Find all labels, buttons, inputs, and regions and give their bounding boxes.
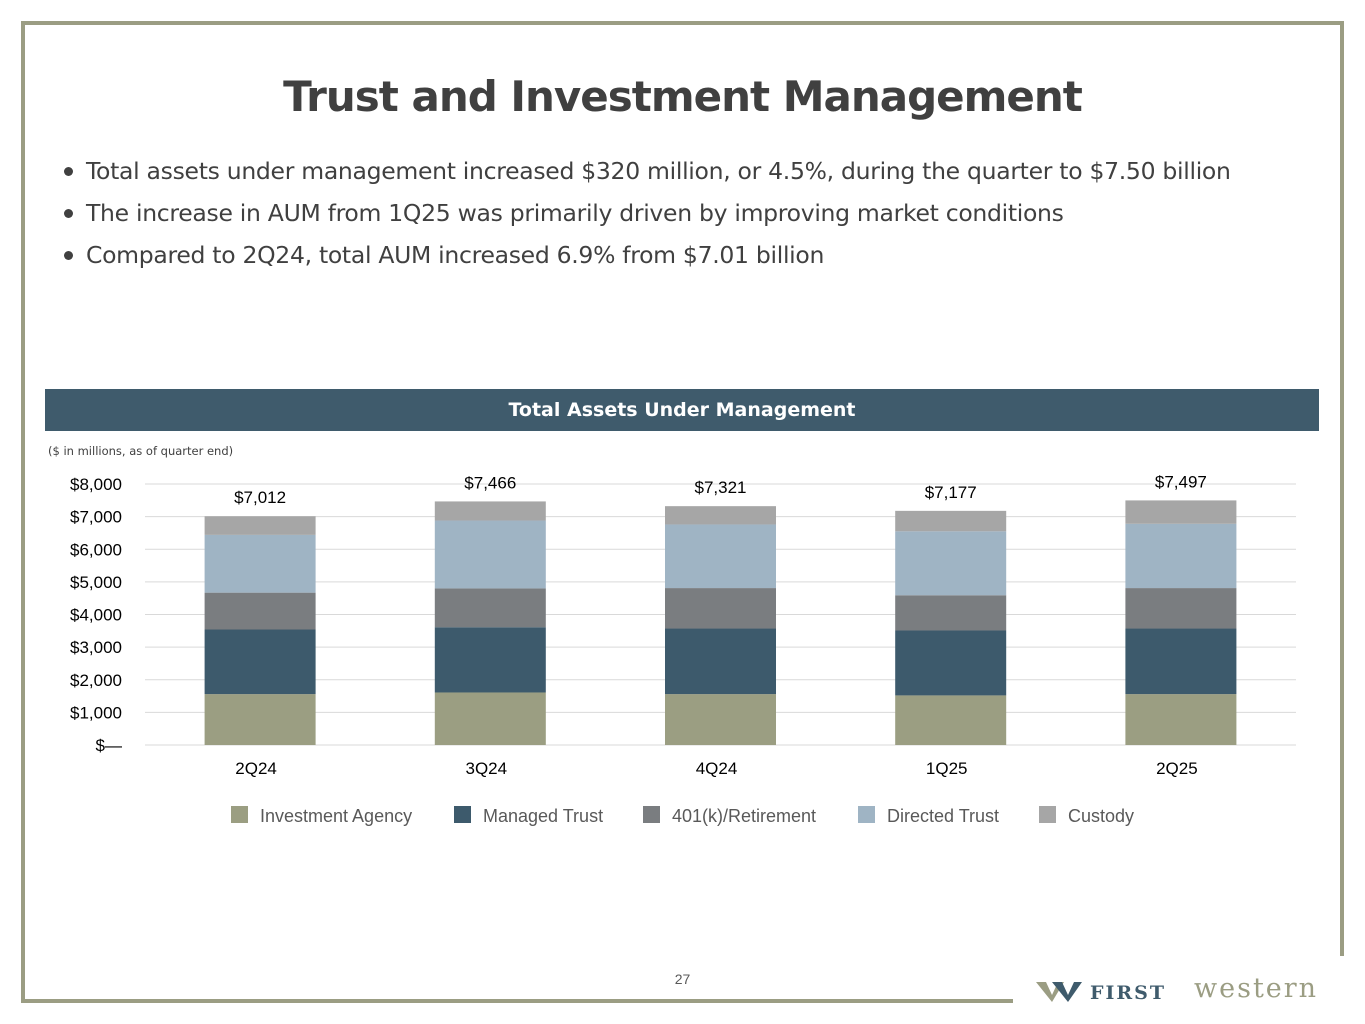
bar-segment-managed-trust <box>434 627 546 693</box>
x-tick-label: 4Q24 <box>696 759 738 778</box>
legend-item: Managed Trust <box>454 806 603 826</box>
aum-stacked-bar-chart: $— $1,000 $2,000 $3,000 $4,000 $5,000 $6,000 $7… <box>70 472 1296 826</box>
x-tick-label: 1Q25 <box>926 759 968 778</box>
y-tick-label: $3,000 <box>70 638 122 657</box>
bar-segment-investment-agency <box>204 694 316 745</box>
bullet-text: Total assets under management increased … <box>86 157 1231 185</box>
chart-bars <box>204 500 1237 745</box>
legend-swatch <box>1039 806 1056 823</box>
chart-total-labels: $7,012 $7,466 $7,321 $7,177 $7,497 <box>234 472 1207 507</box>
bar-segment-investment-agency <box>434 692 546 745</box>
slide-frame-bottom <box>21 999 1013 1003</box>
legend-label: Directed Trust <box>887 806 999 826</box>
bar-segment-managed-trust <box>1125 628 1237 695</box>
bullet-item: Compared to 2Q24, total AUM increased 6.… <box>62 236 1231 278</box>
bar-segment-401-k-retirement <box>1125 588 1237 629</box>
bullet-dot-icon <box>64 251 73 260</box>
y-tick-label: $8,000 <box>70 475 122 494</box>
bar-segment-custody <box>204 516 316 535</box>
bar-segment-401-k-retirement <box>204 592 316 630</box>
legend-label: Managed Trust <box>483 806 603 826</box>
logo-word-first: FIRST <box>1090 982 1167 1004</box>
slide-title: Trust and Investment Management <box>283 72 1083 121</box>
bar-segment-investment-agency <box>665 694 776 745</box>
legend-swatch <box>858 806 875 823</box>
bar-segment-investment-agency <box>1125 694 1237 745</box>
legend-label: Custody <box>1068 806 1134 826</box>
legend-item: Directed Trust <box>858 806 999 826</box>
legend-item: 401(k)/Retirement <box>643 806 816 826</box>
bar-segment-managed-trust <box>665 628 776 695</box>
bar-segment-custody <box>1125 500 1237 524</box>
bullet-item: The increase in AUM from 1Q25 was primar… <box>62 194 1231 236</box>
bar-segment-401-k-retirement <box>434 588 546 628</box>
bar-segment-custody <box>434 501 546 521</box>
slide-frame-right <box>1340 21 1344 956</box>
legend-item: Investment Agency <box>231 806 412 826</box>
slide-frame-left <box>21 21 25 1003</box>
legend-swatch <box>643 806 660 823</box>
legend-swatch <box>231 806 248 823</box>
bullet-text: The increase in AUM from 1Q25 was primar… <box>86 199 1064 227</box>
bullet-item: Total assets under management increased … <box>62 152 1231 194</box>
y-tick-label: $5,000 <box>70 573 122 592</box>
chart-header-band: Total Assets Under Management <box>45 389 1319 431</box>
bullet-dot-icon <box>64 167 73 176</box>
bar-segment-directed-trust <box>895 531 1007 596</box>
y-tick-label: $— <box>96 736 122 755</box>
bar-total-label: $7,321 <box>695 478 747 497</box>
chart-note: ($ in millions, as of quarter end) <box>48 444 234 458</box>
bar-total-label: $7,177 <box>925 483 977 502</box>
y-tick-label: $7,000 <box>70 508 122 527</box>
bar-total-label: $7,497 <box>1155 472 1207 491</box>
chart-y-axis: $— $1,000 $2,000 $3,000 $4,000 $5,000 $6,000 $7… <box>70 475 122 755</box>
logo-w-mark-icon <box>1036 982 1082 1002</box>
bar-segment-directed-trust <box>204 534 316 593</box>
legend-item: Custody <box>1039 806 1134 826</box>
bar-segment-managed-trust <box>895 630 1007 696</box>
y-tick-label: $2,000 <box>70 671 122 690</box>
bullet-dot-icon <box>64 209 73 218</box>
legend-label: 401(k)/Retirement <box>672 806 816 826</box>
y-tick-label: $4,000 <box>70 606 122 625</box>
bar-segment-custody <box>665 506 776 525</box>
bar-segment-investment-agency <box>895 695 1007 745</box>
chart-x-axis: 2Q24 3Q24 4Q24 1Q25 2Q25 <box>235 759 1197 778</box>
legend-swatch <box>454 806 471 823</box>
first-western-logo: FIRST western <box>1036 973 1346 1008</box>
bullet-list: Total assets under management increased … <box>62 152 1231 278</box>
y-tick-label: $1,000 <box>70 703 122 722</box>
page-number: 27 <box>674 971 691 987</box>
chart-legend: Investment Agency Managed Trust 401(k)/Ret… <box>231 806 1134 826</box>
bullet-text: Compared to 2Q24, total AUM increased 6.… <box>86 241 825 269</box>
bar-total-label: $7,012 <box>234 488 286 507</box>
x-tick-label: 3Q24 <box>466 759 508 778</box>
bar-total-label: $7,466 <box>464 473 516 492</box>
logo-word-western: western <box>1194 973 1319 1004</box>
bar-segment-401-k-retirement <box>665 588 776 629</box>
bar-segment-directed-trust <box>665 524 776 589</box>
slide-frame-top <box>22 21 1344 25</box>
x-tick-label: 2Q24 <box>235 759 277 778</box>
bar-segment-401-k-retirement <box>895 595 1007 631</box>
x-tick-label: 2Q25 <box>1156 759 1198 778</box>
bar-segment-managed-trust <box>204 629 316 695</box>
bar-segment-custody <box>895 510 1007 532</box>
y-tick-label: $6,000 <box>70 540 122 559</box>
bar-segment-directed-trust <box>1125 523 1237 589</box>
bar-segment-directed-trust <box>434 520 546 589</box>
legend-label: Investment Agency <box>260 806 412 826</box>
